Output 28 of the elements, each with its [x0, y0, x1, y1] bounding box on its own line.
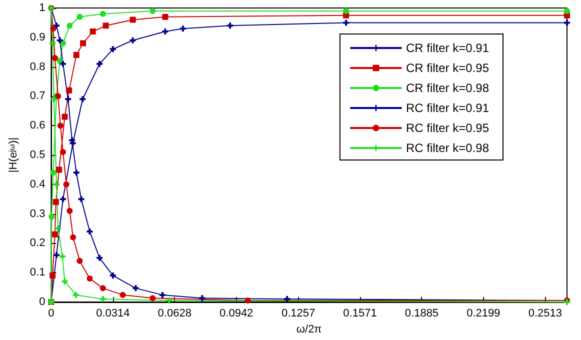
x-tick-label: 0.2199: [466, 308, 500, 320]
legend-label: RC filter k=0.95: [406, 121, 490, 135]
y-tick-label: 0.7: [30, 90, 46, 102]
x-tick-label: 0.2513: [528, 308, 562, 320]
legend-label: CR filter k=0.95: [406, 61, 490, 75]
legend-label: CR filter k=0.98: [406, 81, 490, 95]
x-tick-label: 0.0314: [96, 308, 130, 320]
y-tick-label: 1: [39, 2, 46, 14]
legend-label: RC filter k=0.91: [406, 101, 490, 115]
legend-label: CR filter k=0.91: [406, 41, 490, 55]
y-tick-label: 0.5: [30, 149, 46, 161]
x-tick-label: 0.1571: [343, 308, 377, 320]
x-tick-label: 0.0942: [220, 308, 254, 320]
x-axis-title: ω/2π: [296, 324, 322, 336]
y-tick-label: 0.8: [30, 60, 46, 73]
y-axis-title: |H(ejω)|: [8, 137, 20, 173]
y-tick-label: 0.3: [30, 208, 46, 220]
y-tick-label: 0.9: [30, 31, 46, 44]
legend-label: RC filter k=0.98: [406, 141, 490, 155]
y-tick-label: 0.1: [30, 266, 46, 279]
y-tick-label: 0: [39, 296, 46, 308]
x-tick-label: 0: [48, 308, 54, 320]
y-tick-label: 0.4: [30, 178, 46, 190]
x-tick-label: 0.1257: [281, 308, 316, 320]
y-tick-label: 0.6: [30, 120, 46, 132]
x-tick-label: 0.1885: [404, 308, 439, 320]
y-tick-label: 0.2: [30, 237, 46, 250]
x-tick-label: 0.0628: [158, 308, 192, 320]
